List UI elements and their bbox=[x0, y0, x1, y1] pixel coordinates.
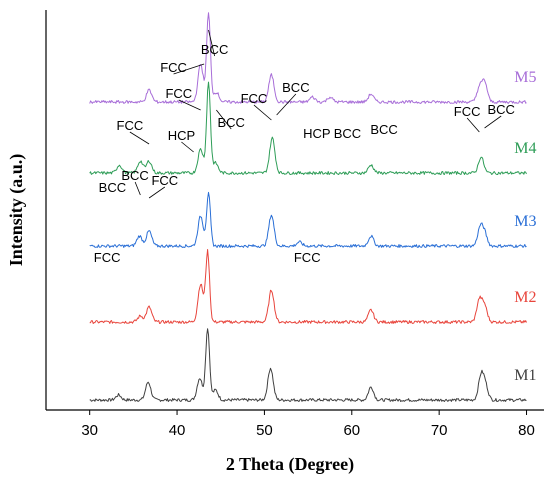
peak-label: BCC bbox=[201, 42, 228, 57]
peak-label: BCC bbox=[487, 102, 514, 117]
peak-leader-line bbox=[484, 115, 502, 129]
peak-label: FCC bbox=[160, 60, 187, 75]
series-label-m2: M2 bbox=[514, 289, 536, 306]
x-tick-label: 70 bbox=[431, 422, 448, 439]
peak-leader-line bbox=[129, 131, 150, 145]
peak-leader-line bbox=[178, 99, 201, 111]
peak-label: FCC bbox=[117, 118, 144, 133]
peak-leader-line bbox=[134, 181, 141, 196]
peak-leader-line bbox=[216, 109, 232, 130]
x-tick-label: 80 bbox=[518, 422, 535, 439]
series-labels: M1 M2 M3 M4 M5 bbox=[514, 69, 536, 384]
peak-label: BCC bbox=[370, 122, 397, 137]
x-tick-label: 40 bbox=[169, 422, 186, 439]
peak-leader-line bbox=[148, 186, 166, 199]
peak-label: HCP bbox=[303, 126, 330, 141]
peak-leader-line bbox=[276, 93, 297, 116]
peak-leader-line bbox=[173, 63, 205, 75]
peak-label: BCC bbox=[121, 168, 148, 183]
trace-m1 bbox=[89, 328, 527, 402]
peak-leader-line bbox=[181, 141, 194, 153]
peak-leader-line bbox=[466, 117, 480, 133]
x-tick-label: 60 bbox=[343, 422, 360, 439]
peak-leader-line bbox=[208, 29, 216, 57]
x-axis-title: 2 Theta (Degree) bbox=[226, 454, 354, 475]
trace-m2 bbox=[89, 249, 527, 324]
peak-label: FCC bbox=[94, 250, 121, 265]
series-label-m1: M1 bbox=[514, 367, 536, 384]
peak-leader-line bbox=[253, 104, 272, 121]
trace-m3 bbox=[89, 191, 527, 248]
x-ticks: 30 40 50 60 70 80 bbox=[81, 410, 535, 439]
series-label-m4: M4 bbox=[514, 140, 536, 157]
trace-m4 bbox=[89, 81, 527, 175]
trace-m5 bbox=[89, 12, 527, 104]
x-tick-label: 30 bbox=[81, 422, 98, 439]
y-axis-title: Intensity (a.u.) bbox=[6, 154, 27, 267]
peak-label: FCC bbox=[165, 86, 192, 101]
peak-label: FCC bbox=[294, 250, 321, 265]
peak-label: FCC bbox=[151, 173, 178, 188]
peak-label: FCC bbox=[454, 104, 481, 119]
x-tick-label: 50 bbox=[256, 422, 273, 439]
peak-label: BCC bbox=[282, 80, 309, 95]
plot-frame bbox=[45, 10, 544, 411]
peak-label: HCP bbox=[168, 128, 195, 143]
series-label-m5: M5 bbox=[514, 69, 536, 86]
peak-label: FCC bbox=[241, 91, 268, 106]
series-label-m3: M3 bbox=[514, 213, 536, 230]
peak-label: BCC bbox=[334, 126, 361, 141]
xrd-traces bbox=[89, 12, 527, 402]
peak-label: BCC bbox=[99, 180, 126, 195]
peak-label: BCC bbox=[217, 115, 244, 130]
